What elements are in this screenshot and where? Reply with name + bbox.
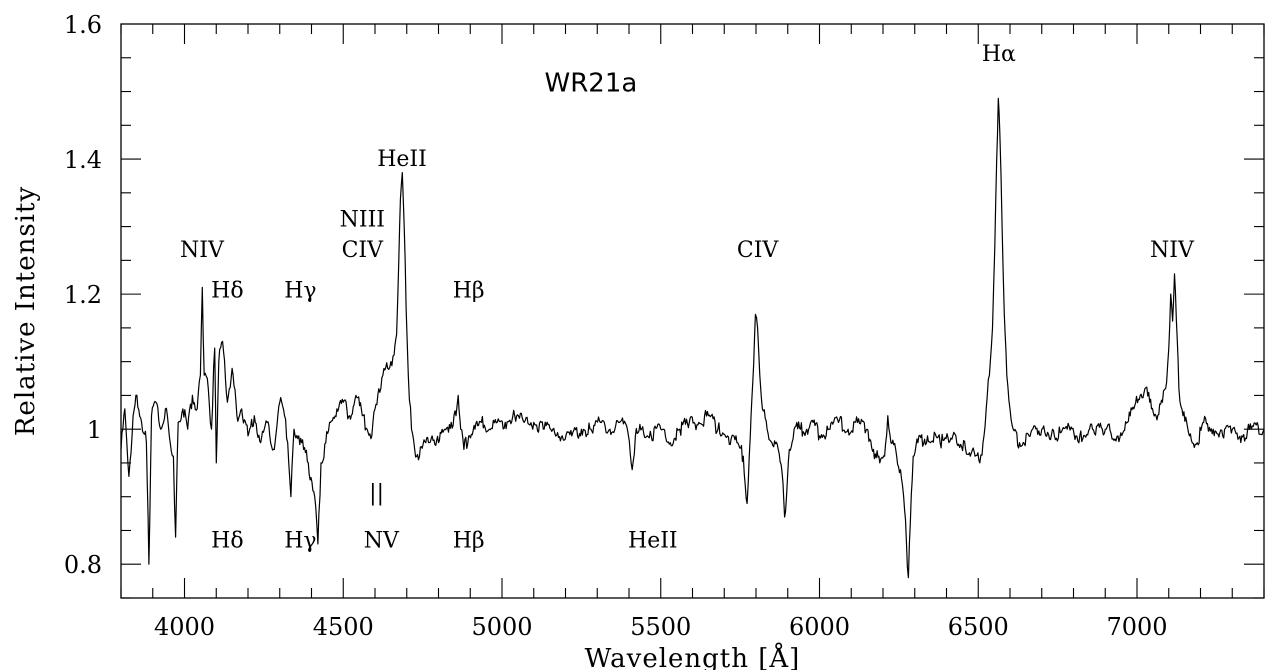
axes-frame [120,23,1265,599]
x-axis-label: Wavelength [Å] [585,642,801,670]
line-annotation-2: Hδ [211,278,243,303]
y-tick-label: 1.4 [64,146,102,174]
line-annotation-15: HeII [628,528,678,553]
x-tick-label: 4000 [154,613,215,641]
axis-tick-labels: 4000 4500 5000 5500 6000 6500 7000 0.8 1 1.2 1.4 1.… [64,11,1168,641]
line-annotation-3: Hγ [284,278,316,303]
y-axis-label: Relative Intensity [11,186,41,436]
line-annotation-10: NIV [1150,238,1195,263]
line-annotations: WR21a NIV Hδ Hγ NIII CIV HeII Hβ CIV Hα NIV Hδ Hγ NV H… [180,42,1195,553]
x-tick-label: 4500 [313,613,374,641]
line-annotation-6: HeII [377,147,427,172]
series-layer [120,97,1265,579]
y-tick-label: 1.6 [64,11,102,39]
x-tick-label: 7000 [1106,613,1167,641]
line-annotation-1: NIV [180,238,225,263]
line-annotation-12: Hγ [284,528,316,553]
axis-ticks [120,23,1265,599]
x-tick-label: 5500 [630,613,691,641]
x-tick-label: 5000 [471,613,532,641]
line-annotation-8: CIV [737,238,780,263]
y-tick-label: 1 [87,416,102,444]
line-annotation-4: NIII [340,208,385,233]
line-annotation-9: Hα [982,42,1016,67]
plot-frame [120,23,1265,599]
y-tick-label: 1.2 [64,281,102,309]
y-tick-label: 0.8 [64,551,102,579]
line-annotation-13: NV [364,528,400,553]
x-tick-label: 6500 [948,613,1009,641]
line-annotation-5: CIV [342,238,385,263]
nv-marker: || [369,481,384,506]
chart-title: WR21a [545,69,638,99]
spectrum-line [120,97,1265,579]
line-annotation-11: Hδ [211,528,243,553]
x-tick-label: 6000 [789,613,850,641]
line-annotation-14: Hβ [453,528,485,553]
line-annotation-7: Hβ [453,278,485,303]
